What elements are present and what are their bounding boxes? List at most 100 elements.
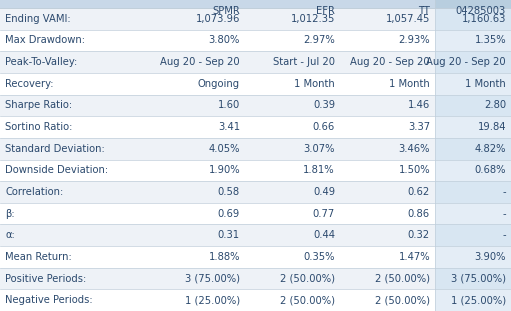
Bar: [340, 203, 435, 225]
Text: 4.82%: 4.82%: [475, 144, 506, 154]
Bar: [145, 268, 245, 289]
Bar: [245, 30, 340, 51]
Bar: [340, 51, 435, 73]
Text: 0.69: 0.69: [218, 209, 240, 219]
Text: Aug 20 - Sep 20: Aug 20 - Sep 20: [426, 57, 506, 67]
Bar: [0, 95, 145, 116]
Text: 0.68%: 0.68%: [475, 165, 506, 175]
Bar: [435, 8, 511, 30]
Text: Negative Periods:: Negative Periods:: [5, 295, 92, 305]
Bar: [145, 73, 245, 95]
Bar: [245, 203, 340, 225]
Bar: [0, 225, 145, 246]
Text: Peak-To-Valley:: Peak-To-Valley:: [5, 57, 77, 67]
Text: TT: TT: [418, 6, 430, 16]
Text: 1.90%: 1.90%: [208, 165, 240, 175]
Bar: [340, 0, 435, 22]
Bar: [145, 289, 245, 311]
Bar: [340, 73, 435, 95]
Text: Standard Deviation:: Standard Deviation:: [5, 144, 105, 154]
Text: 0.66: 0.66: [313, 122, 335, 132]
Text: Recovery:: Recovery:: [5, 79, 54, 89]
Bar: [145, 138, 245, 160]
Bar: [145, 160, 245, 181]
Bar: [0, 268, 145, 289]
Text: 0.77: 0.77: [313, 209, 335, 219]
Text: 2.93%: 2.93%: [399, 35, 430, 45]
Text: EFR: EFR: [316, 6, 335, 16]
Bar: [340, 30, 435, 51]
Text: 0.44: 0.44: [313, 230, 335, 240]
Text: -: -: [502, 230, 506, 240]
Text: -: -: [502, 209, 506, 219]
Bar: [435, 95, 511, 116]
Text: 3.37: 3.37: [408, 122, 430, 132]
Text: 2.80: 2.80: [484, 100, 506, 110]
Text: 2 (50.00%): 2 (50.00%): [375, 274, 430, 284]
Bar: [435, 30, 511, 51]
Text: 3.07%: 3.07%: [304, 144, 335, 154]
Text: 0.62: 0.62: [408, 187, 430, 197]
Bar: [435, 0, 511, 22]
Text: 3.80%: 3.80%: [208, 35, 240, 45]
Text: Aug 20 - Sep 20: Aug 20 - Sep 20: [160, 57, 240, 67]
Text: 3 (75.00%): 3 (75.00%): [451, 274, 506, 284]
Text: 1 Month: 1 Month: [465, 79, 506, 89]
Bar: [145, 95, 245, 116]
Bar: [145, 225, 245, 246]
Bar: [145, 0, 245, 22]
Bar: [0, 246, 145, 268]
Bar: [245, 160, 340, 181]
Text: 1.35%: 1.35%: [474, 35, 506, 45]
Text: Positive Periods:: Positive Periods:: [5, 274, 86, 284]
Bar: [435, 116, 511, 138]
Bar: [245, 225, 340, 246]
Bar: [145, 51, 245, 73]
Bar: [435, 73, 511, 95]
Text: 1 Month: 1 Month: [389, 79, 430, 89]
Text: -: -: [502, 187, 506, 197]
Bar: [340, 289, 435, 311]
Bar: [340, 225, 435, 246]
Bar: [340, 95, 435, 116]
Text: SPMR: SPMR: [212, 6, 240, 16]
Text: 0.49: 0.49: [313, 187, 335, 197]
Text: 0.39: 0.39: [313, 100, 335, 110]
Bar: [0, 30, 145, 51]
Bar: [340, 116, 435, 138]
Text: Correlation:: Correlation:: [5, 187, 63, 197]
Text: 19.84: 19.84: [477, 122, 506, 132]
Bar: [435, 268, 511, 289]
Text: Ongoing: Ongoing: [198, 79, 240, 89]
Text: 1 (25.00%): 1 (25.00%): [451, 295, 506, 305]
Bar: [0, 116, 145, 138]
Text: 0.32: 0.32: [408, 230, 430, 240]
Text: 1.46: 1.46: [408, 100, 430, 110]
Bar: [245, 95, 340, 116]
Text: Aug 20 - Sep 20: Aug 20 - Sep 20: [351, 57, 430, 67]
Text: β:: β:: [5, 209, 15, 219]
Bar: [435, 138, 511, 160]
Bar: [145, 116, 245, 138]
Bar: [145, 181, 245, 203]
Text: 2 (50.00%): 2 (50.00%): [280, 274, 335, 284]
Text: 04285003: 04285003: [456, 6, 506, 16]
Bar: [0, 160, 145, 181]
Bar: [145, 246, 245, 268]
Bar: [245, 289, 340, 311]
Text: 1,160.63: 1,160.63: [461, 14, 506, 24]
Text: 0.31: 0.31: [218, 230, 240, 240]
Text: 1.50%: 1.50%: [399, 165, 430, 175]
Bar: [340, 160, 435, 181]
Bar: [0, 51, 145, 73]
Text: Start - Jul 20: Start - Jul 20: [273, 57, 335, 67]
Text: 0.35%: 0.35%: [304, 252, 335, 262]
Text: 1,073.96: 1,073.96: [196, 14, 240, 24]
Bar: [0, 73, 145, 95]
Text: 3.41: 3.41: [218, 122, 240, 132]
Bar: [245, 73, 340, 95]
Bar: [0, 289, 145, 311]
Bar: [340, 8, 435, 30]
Text: 4.05%: 4.05%: [208, 144, 240, 154]
Text: Max Drawdown:: Max Drawdown:: [5, 35, 85, 45]
